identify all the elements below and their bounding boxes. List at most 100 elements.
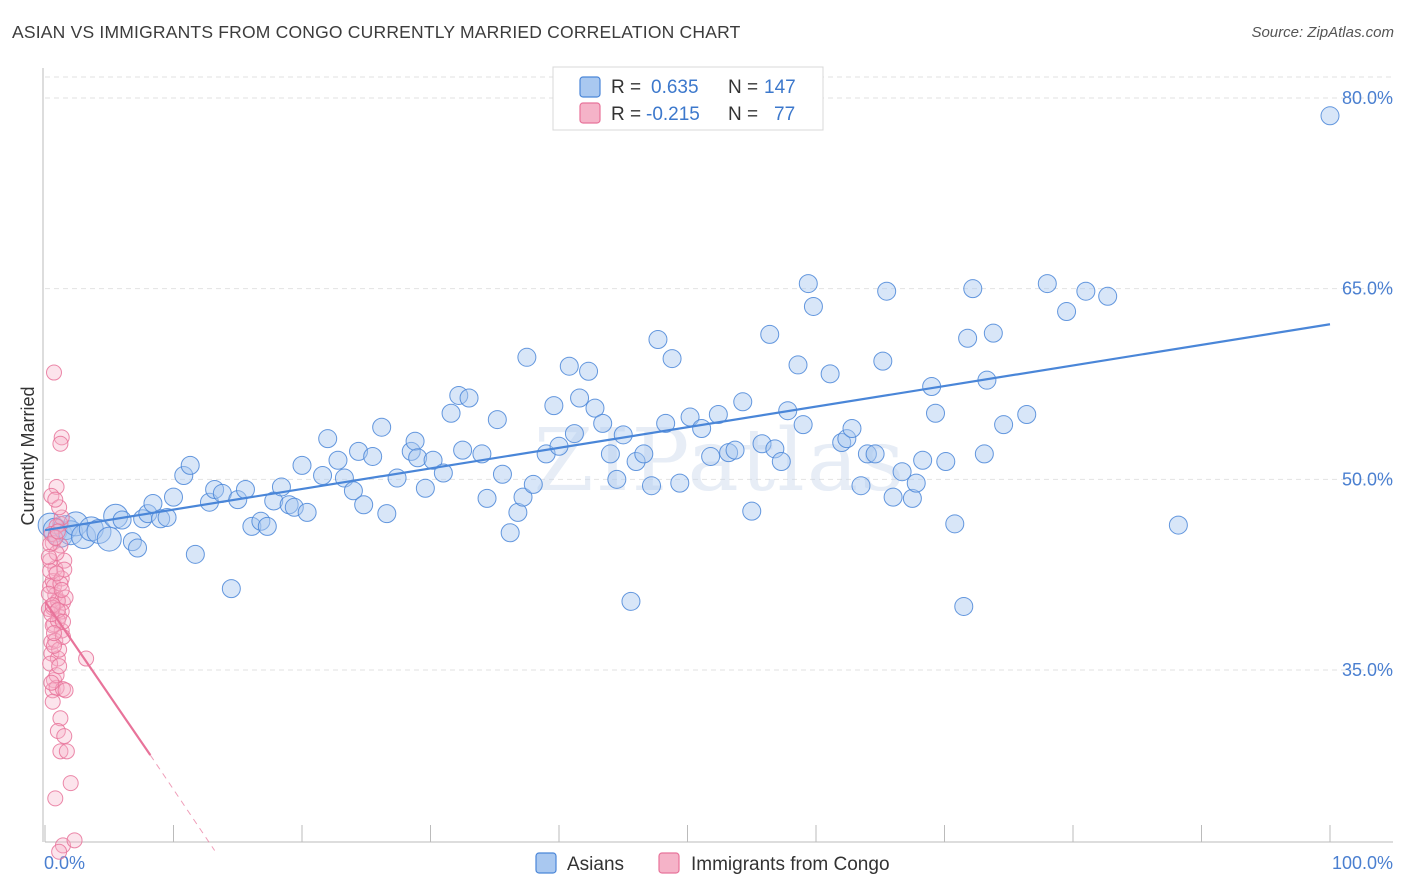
watermark: ZIPatlas <box>534 411 906 511</box>
congo-point <box>57 682 74 699</box>
congo-point <box>48 478 65 495</box>
legend-swatch-congo <box>579 102 601 124</box>
asian-point <box>662 349 682 369</box>
asian-point <box>405 431 425 451</box>
asian-point <box>1017 405 1037 425</box>
asian-point <box>513 487 533 507</box>
asian-point <box>328 450 348 470</box>
asian-point <box>670 473 690 493</box>
congo-point <box>40 548 57 565</box>
asian-point <box>151 509 171 529</box>
asian-point <box>626 452 646 472</box>
asian-point <box>954 596 974 616</box>
asian-point <box>441 403 461 423</box>
asian-point <box>708 405 728 425</box>
asian-point <box>865 444 885 464</box>
asian-point <box>600 444 620 464</box>
asian-point <box>877 281 897 301</box>
congo-points <box>40 364 95 860</box>
asian-point <box>377 504 397 524</box>
asian-point <box>648 330 668 350</box>
congo-point <box>66 832 83 849</box>
asian-point <box>523 474 543 494</box>
asian-point <box>760 324 780 344</box>
asian-point <box>725 440 745 460</box>
asian-point <box>945 514 965 534</box>
stats-legend: R = 0.635 N = 147 R = -0.215 N = 77 <box>552 66 824 131</box>
asian-point <box>926 403 946 423</box>
congo-point <box>51 658 68 675</box>
asian-point <box>122 532 142 552</box>
y-tick-label: 65.0% <box>1342 279 1393 299</box>
asian-point <box>128 538 148 558</box>
asian-point <box>423 450 443 470</box>
congo-point <box>42 536 59 553</box>
asian-point <box>570 388 590 408</box>
congo-point <box>45 637 62 654</box>
congo-point <box>52 743 69 760</box>
legend-n-value: 77 <box>774 104 795 125</box>
asian-point <box>251 511 271 531</box>
asian-point <box>318 429 338 449</box>
asian-point <box>733 392 753 412</box>
asian-point <box>958 328 978 348</box>
asian-point <box>86 518 112 544</box>
congo-point <box>45 625 62 642</box>
y-tick-label: 80.0% <box>1342 88 1393 108</box>
asian-point <box>235 480 255 500</box>
asian-point <box>902 488 922 508</box>
legend-r-label: R = <box>611 104 641 125</box>
asian-point <box>621 591 641 611</box>
congo-point <box>45 364 62 381</box>
asian-point <box>174 466 194 486</box>
asian-point <box>701 446 721 466</box>
asian-point <box>742 501 762 521</box>
asian-point <box>1320 106 1340 126</box>
congo-trend-extension <box>149 754 216 851</box>
y-tick-labels: 35.0% 50.0% 65.0% 80.0% <box>1342 88 1393 680</box>
asian-point <box>873 351 893 371</box>
asian-point <box>752 434 772 454</box>
chart-title: ASIAN VS IMMIGRANTS FROM CONGO CURRENTLY… <box>12 22 741 42</box>
asian-point <box>433 463 453 483</box>
congo-point <box>52 710 69 727</box>
asian-point <box>363 446 383 466</box>
asian-point <box>851 476 871 496</box>
asian-point <box>279 495 299 515</box>
asian-point <box>180 455 200 475</box>
congo-point <box>49 723 66 740</box>
congo-point <box>47 790 64 807</box>
asian-point <box>508 502 528 522</box>
asian-point <box>221 579 241 599</box>
grid-lines <box>45 76 1393 671</box>
asian-point <box>634 444 654 464</box>
legend-r-label: R = <box>611 77 641 98</box>
bottom-legend-swatch-congo <box>658 852 680 874</box>
asian-point <box>832 432 852 452</box>
asian-point <box>453 440 473 460</box>
asian-point <box>354 495 374 515</box>
y-tick-label: 35.0% <box>1342 660 1393 680</box>
congo-point <box>58 743 75 760</box>
asian-point <box>544 396 564 416</box>
asian-point <box>415 478 435 498</box>
asian-point <box>936 452 956 472</box>
congo-point <box>53 429 70 446</box>
congo-point <box>47 491 64 508</box>
asian-point <box>112 510 132 530</box>
congo-point <box>62 775 79 792</box>
bottom-legend-label-congo: Immigrants from Congo <box>691 854 890 875</box>
asian-point <box>517 347 537 367</box>
asian-trend-line <box>44 323 1331 532</box>
asian-point <box>842 418 862 438</box>
asian-point <box>793 415 813 435</box>
asian-point <box>607 469 627 489</box>
asian-point <box>500 523 520 543</box>
asian-point <box>313 466 333 486</box>
asian-point <box>492 464 512 484</box>
asian-point <box>974 444 994 464</box>
asian-point <box>477 488 497 508</box>
legend-swatch-asian <box>579 76 601 98</box>
series-legend: Asians Immigrants from Congo <box>535 852 890 875</box>
